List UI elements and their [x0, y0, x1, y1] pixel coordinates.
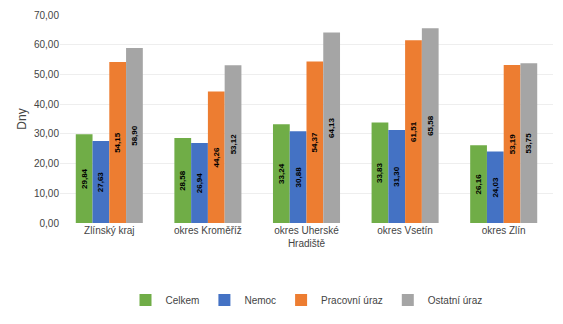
svg-text:okres UherskéHradiště: okres UherskéHradiště — [274, 225, 339, 249]
svg-text:26,94: 26,94 — [195, 173, 204, 194]
svg-text:29,84: 29,84 — [80, 168, 89, 189]
svg-text:Pracovní úraz: Pracovní úraz — [321, 295, 383, 306]
svg-text:Ostatní úraz: Ostatní úraz — [428, 295, 482, 306]
svg-text:Nemoc: Nemoc — [244, 295, 276, 306]
svg-text:okres Zlín: okres Zlín — [482, 225, 526, 236]
svg-text:33,24: 33,24 — [277, 163, 286, 184]
svg-text:40,00: 40,00 — [34, 99, 59, 110]
svg-text:0,00: 0,00 — [40, 218, 60, 229]
svg-text:Dny: Dny — [15, 108, 29, 129]
svg-text:44,26: 44,26 — [212, 147, 221, 168]
svg-text:31,30: 31,30 — [392, 166, 401, 187]
svg-text:70,00: 70,00 — [34, 10, 59, 21]
svg-text:30,00: 30,00 — [34, 128, 59, 139]
svg-text:26,16: 26,16 — [474, 174, 483, 195]
svg-text:30,88: 30,88 — [294, 167, 303, 188]
svg-text:okres Vsetín: okres Vsetín — [377, 225, 433, 236]
svg-text:65,58: 65,58 — [426, 115, 435, 136]
svg-text:Celkem: Celkem — [166, 295, 200, 306]
svg-text:27,63: 27,63 — [96, 172, 105, 193]
svg-text:58,90: 58,90 — [130, 125, 139, 146]
svg-text:10,00: 10,00 — [34, 188, 59, 199]
svg-text:60,00: 60,00 — [34, 39, 59, 50]
svg-text:53,19: 53,19 — [508, 134, 517, 155]
svg-text:61,51: 61,51 — [409, 121, 418, 142]
svg-text:24,03: 24,03 — [491, 177, 500, 198]
svg-text:54,15: 54,15 — [113, 132, 122, 153]
svg-text:50,00: 50,00 — [34, 69, 59, 80]
svg-text:53,12: 53,12 — [229, 134, 238, 155]
svg-text:okres Kroměříž: okres Kroměříž — [174, 225, 242, 236]
svg-text:28,58: 28,58 — [178, 170, 187, 191]
svg-text:64,13: 64,13 — [327, 117, 336, 138]
svg-text:54,37: 54,37 — [310, 132, 319, 153]
svg-text:33,83: 33,83 — [375, 162, 384, 183]
svg-text:53,75: 53,75 — [524, 133, 533, 154]
svg-text:20,00: 20,00 — [34, 158, 59, 169]
svg-text:Zlínský kraj: Zlínský kraj — [84, 225, 135, 236]
